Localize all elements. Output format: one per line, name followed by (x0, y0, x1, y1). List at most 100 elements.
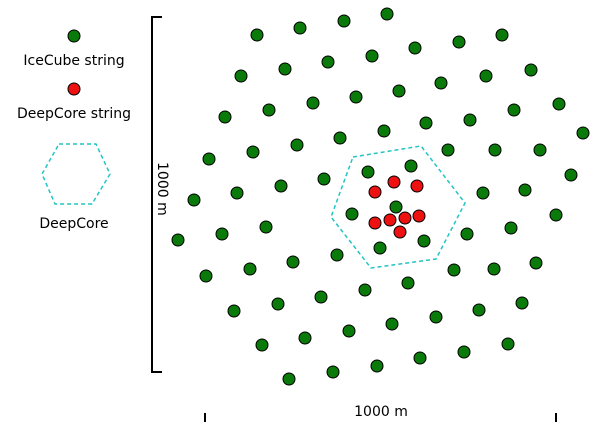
icecube-string-41 (171, 233, 185, 247)
icecube-string-72 (326, 365, 340, 379)
icecube-string-39 (518, 183, 532, 197)
icecube-string-17 (306, 96, 320, 110)
icecube-string-70 (515, 296, 529, 310)
legend-deepcore-string-marker (67, 82, 81, 96)
icecube-string-10 (321, 55, 335, 69)
icecube-string-47 (549, 208, 563, 222)
deepcore-string-7 (368, 216, 382, 230)
icecube-string-50 (286, 255, 300, 269)
icecube-string-30 (533, 143, 547, 157)
icecube-string-49 (243, 262, 257, 276)
icecube-string-65 (298, 331, 312, 345)
icecube-string-16 (262, 103, 276, 117)
icecube-string-58 (314, 290, 328, 304)
icecube-string-23 (202, 152, 216, 166)
icecube-string-4 (337, 14, 351, 28)
icecube-string-33 (230, 186, 244, 200)
legend-deepcore-label: DeepCore (39, 216, 108, 232)
icecube-string-19 (392, 84, 406, 98)
icecube-string-68 (429, 310, 443, 324)
icecube-string-46 (476, 186, 490, 200)
vertical-scale-label: 1000 m (154, 162, 170, 216)
icecube-string-64 (255, 338, 269, 352)
icecube-string-28 (419, 116, 433, 130)
icecube-string-24 (246, 145, 260, 159)
icecube-string-7 (495, 28, 509, 42)
icecube-string-74 (413, 351, 427, 365)
icecube-string-18 (349, 90, 363, 104)
icecube-string-12 (434, 76, 448, 90)
icecube-string-26 (333, 131, 347, 145)
icecube-string-20 (463, 113, 477, 127)
icecube-string-11 (365, 49, 379, 63)
deepcore-string-5 (412, 209, 426, 223)
horizontal-scale-bar: 1000 m (204, 404, 557, 422)
icecube-string-37 (404, 159, 418, 173)
icecube-string-71 (282, 372, 296, 386)
icecube-string-2 (250, 28, 264, 42)
deepcore-string-1 (387, 175, 401, 189)
deepcore-string-8 (393, 225, 407, 239)
icecube-string-5 (408, 41, 422, 55)
icecube-string-29 (488, 143, 502, 157)
deepcore-string-2 (410, 179, 424, 193)
icecube-string-61 (447, 263, 461, 277)
icecube-string-40 (564, 168, 578, 182)
icecube-string-51 (330, 248, 344, 262)
horizontal-scale-label: 1000 m (354, 404, 408, 420)
icecube-string-69 (472, 303, 486, 317)
legend: IceCube string DeepCore string DeepCore (17, 29, 131, 232)
icecube-string-21 (507, 103, 521, 117)
icecube-string-44 (345, 207, 359, 221)
icecube-string-62 (487, 262, 501, 276)
icecube-string-45 (389, 200, 403, 214)
legend-icecube-marker (67, 29, 81, 43)
deepcore-region-hexagon (330, 145, 466, 269)
icecube-string-57 (271, 297, 285, 311)
icecube-string-25 (290, 138, 304, 152)
icecube-strings (171, 7, 590, 386)
icecube-string-38 (441, 143, 455, 157)
legend-icecube-label: IceCube string (23, 53, 124, 69)
deepcore-string-3 (368, 185, 382, 199)
vertical-scale-bar: 1000 m (151, 16, 170, 373)
icecube-string-14 (524, 63, 538, 77)
icecube-string-56 (227, 304, 241, 318)
icecube-string-34 (274, 179, 288, 193)
icecube-string-52 (373, 241, 387, 255)
icecube-string-9 (278, 62, 292, 76)
icecube-string-76 (501, 337, 515, 351)
legend-deepcore-string-label: DeepCore string (17, 106, 131, 122)
icecube-string-31 (576, 126, 590, 140)
icecube-string-13 (479, 69, 493, 83)
icecube-string-42 (215, 227, 229, 241)
icecube-string-48 (199, 269, 213, 283)
icecube-string-66 (342, 324, 356, 338)
icecube-string-73 (370, 359, 384, 373)
icecube-string-27 (377, 124, 391, 138)
icecube-string-15 (218, 110, 232, 124)
icecube-string-55 (504, 221, 518, 235)
icecube-string-6 (452, 35, 466, 49)
icecube-string-22 (552, 97, 566, 111)
deepcore-string-6 (383, 213, 397, 227)
deepcore-strings (368, 175, 426, 239)
icecube-string-36 (361, 165, 375, 179)
icecube-string-67 (385, 317, 399, 331)
icecube-string-32 (187, 193, 201, 207)
icecube-string-60 (401, 276, 415, 290)
deepcore-string-4 (398, 211, 412, 225)
icecube-string-1 (380, 7, 394, 21)
icecube-string-54 (460, 227, 474, 241)
icecube-string-35 (317, 172, 331, 186)
legend-deepcore-hexagon (41, 143, 111, 205)
icecube-string-43 (259, 220, 273, 234)
icecube-string-75 (457, 345, 471, 359)
icecube-string-8 (234, 69, 248, 83)
icecube-string-53 (417, 234, 431, 248)
icecube-string-3 (293, 21, 307, 35)
icecube-string-59 (358, 283, 372, 297)
icecube-string-63 (529, 256, 543, 270)
